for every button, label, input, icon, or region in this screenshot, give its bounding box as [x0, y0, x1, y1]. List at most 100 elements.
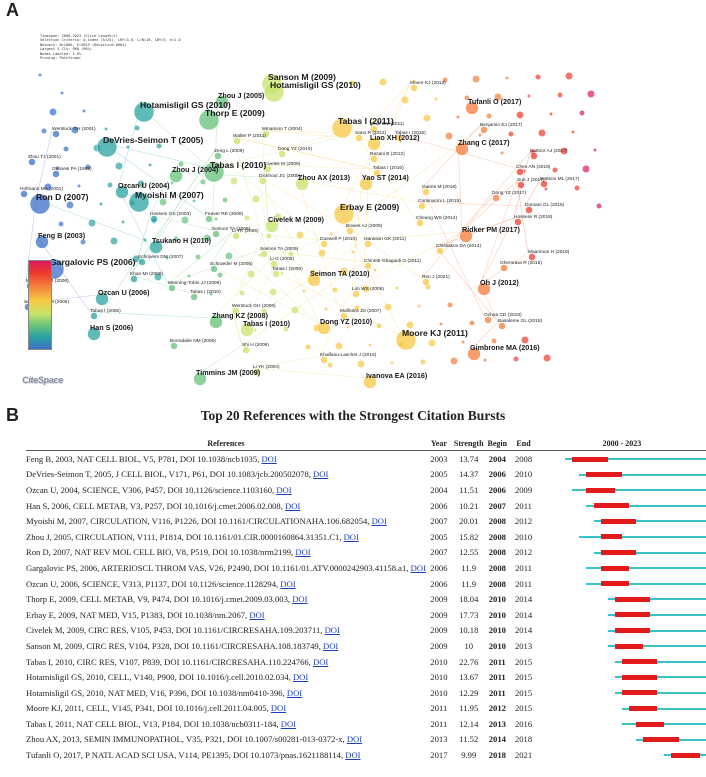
table-row: Myoishi M, 2007, CIRCULATION, V116, P122… — [26, 513, 706, 529]
doi-link[interactable]: DOI — [286, 687, 303, 698]
network-minor-node — [596, 203, 602, 209]
doi-link[interactable]: DOI — [261, 453, 277, 464]
doi-link[interactable]: DOI — [343, 531, 359, 542]
begin-cell: 2008 — [488, 531, 506, 542]
network-node — [169, 169, 183, 183]
network-minor-node — [302, 289, 306, 293]
doi-link[interactable]: DOI — [280, 578, 296, 589]
burst-bar — [621, 659, 658, 665]
network-minor-node — [346, 325, 350, 329]
network-node — [484, 316, 492, 324]
end-cell: 2014 — [514, 594, 533, 605]
doi-link[interactable]: DOI — [285, 500, 301, 511]
network-minor-node — [126, 145, 130, 149]
doi-link[interactable]: DOI — [292, 672, 309, 683]
network-minor-node — [472, 75, 480, 83]
network-minor-node — [535, 74, 541, 80]
doi-link[interactable]: DOI — [280, 718, 297, 729]
network-edge — [421, 125, 481, 189]
network-minor-node — [178, 161, 184, 167]
network-edge — [394, 133, 517, 169]
node-label: Ron D (2007) — [36, 192, 89, 202]
doi-link[interactable]: DOI — [313, 469, 329, 480]
node-label: Razani B (2012) — [370, 151, 405, 157]
network-edge — [241, 261, 365, 347]
node-label: Timmins JM (2009) — [196, 368, 261, 377]
network-edge — [263, 164, 374, 170]
network-edge — [213, 151, 321, 241]
doi-link[interactable]: DOI — [312, 656, 329, 667]
doi-link[interactable]: DOI — [295, 547, 311, 558]
network-node — [422, 188, 430, 196]
network-node — [35, 235, 49, 249]
network-node — [87, 327, 101, 341]
network-minor-node — [406, 321, 414, 329]
network-edge — [421, 193, 493, 279]
doi-link[interactable]: DOI — [345, 750, 361, 761]
network-edge — [354, 133, 417, 220]
network-edge — [89, 257, 139, 331]
node-label: Dickhout JG (2005) — [259, 173, 301, 179]
network-minor-node — [544, 187, 548, 191]
network-minor-node — [579, 110, 585, 116]
network-edge — [102, 142, 211, 169]
node-label: Basaleme GL (2019) — [498, 318, 542, 324]
network-minor-node — [461, 340, 465, 344]
reference-text: Ozcan U, 2006, SCIENCE, V313, P1137, DOI… — [26, 578, 281, 589]
network-edge — [319, 311, 341, 357]
doi-link[interactable]: DOI — [371, 516, 387, 527]
node-label: Seimon TA (2006) — [212, 226, 251, 232]
doi-link[interactable]: DOI — [270, 703, 287, 714]
reference-text: Ozcan U, 2004, SCIENCE, V306, P457, DOI … — [26, 484, 277, 495]
node-label: Schrijvers DM (2007) — [138, 254, 183, 260]
network-minor-node — [104, 127, 108, 131]
doi-link[interactable]: DOI — [323, 640, 339, 651]
network-edge — [258, 176, 273, 271]
network-node — [516, 168, 524, 176]
network-node — [133, 101, 155, 123]
year-cell: 2006 — [430, 578, 448, 589]
reference-text: Myoishi M, 2007, CIRCULATION, V116, P122… — [26, 516, 372, 527]
network-minor-node — [442, 77, 448, 83]
doi-link[interactable]: DOI — [324, 625, 340, 636]
network-minor-node — [469, 320, 475, 326]
network-edge — [267, 221, 321, 325]
network-minor-node — [543, 354, 551, 362]
reference-text: Erbay E, 2009, NAT MED, V15, P1383, DOI … — [26, 609, 250, 620]
node-label: Cominacini L (2015) — [418, 198, 461, 204]
doi-link[interactable]: DOI — [249, 609, 265, 620]
end-cell: 2015 — [514, 656, 533, 667]
network-minor-node — [329, 232, 333, 236]
network-minor-node — [63, 146, 69, 152]
burst-table-title: Top 20 References with the Strongest Cit… — [200, 408, 506, 423]
node-label: Borradaile NM (2006) — [170, 338, 216, 344]
network-node — [333, 203, 355, 225]
table-row: Moore KJ, 2011, CELL, V145, P341, DOI 10… — [26, 701, 706, 717]
strength-cell: 12.55 — [459, 547, 479, 558]
strength-cell: 13.67 — [459, 672, 479, 683]
doi-link[interactable]: DOI — [410, 562, 426, 573]
reference-text: Tabas I, 2011, NAT CELL BIOL, V13, P184,… — [26, 718, 281, 729]
timeline-line — [579, 473, 706, 476]
network-node — [477, 282, 491, 296]
doi-link[interactable]: DOI — [276, 484, 292, 495]
network-node — [215, 95, 229, 109]
network-node — [517, 181, 525, 189]
end-cell: 2012 — [514, 547, 533, 558]
network-minor-node — [225, 252, 233, 260]
table-row: Han S, 2006, CELL METAB, V3, P257, DOI 1… — [26, 498, 706, 514]
end-cell: 2011 — [515, 562, 532, 573]
network-minor-node — [230, 177, 238, 185]
network-minor-node — [310, 269, 316, 275]
network-edge — [461, 180, 518, 233]
network-edge — [252, 355, 321, 369]
network-node — [530, 152, 538, 160]
reference-cell: Ron D, 2007, NAT REV MOL CELL BIO, V8, P… — [26, 545, 426, 561]
begin-cell: 2006 — [488, 469, 506, 480]
doi-link[interactable]: DOI — [292, 594, 308, 605]
network-edge — [129, 274, 191, 294]
node-label: Sun J (2017) — [517, 177, 545, 183]
begin-cell: 2012 — [488, 703, 506, 714]
doi-link[interactable]: DOI — [346, 734, 363, 745]
node-label: Civelek M (2009) — [268, 215, 325, 224]
